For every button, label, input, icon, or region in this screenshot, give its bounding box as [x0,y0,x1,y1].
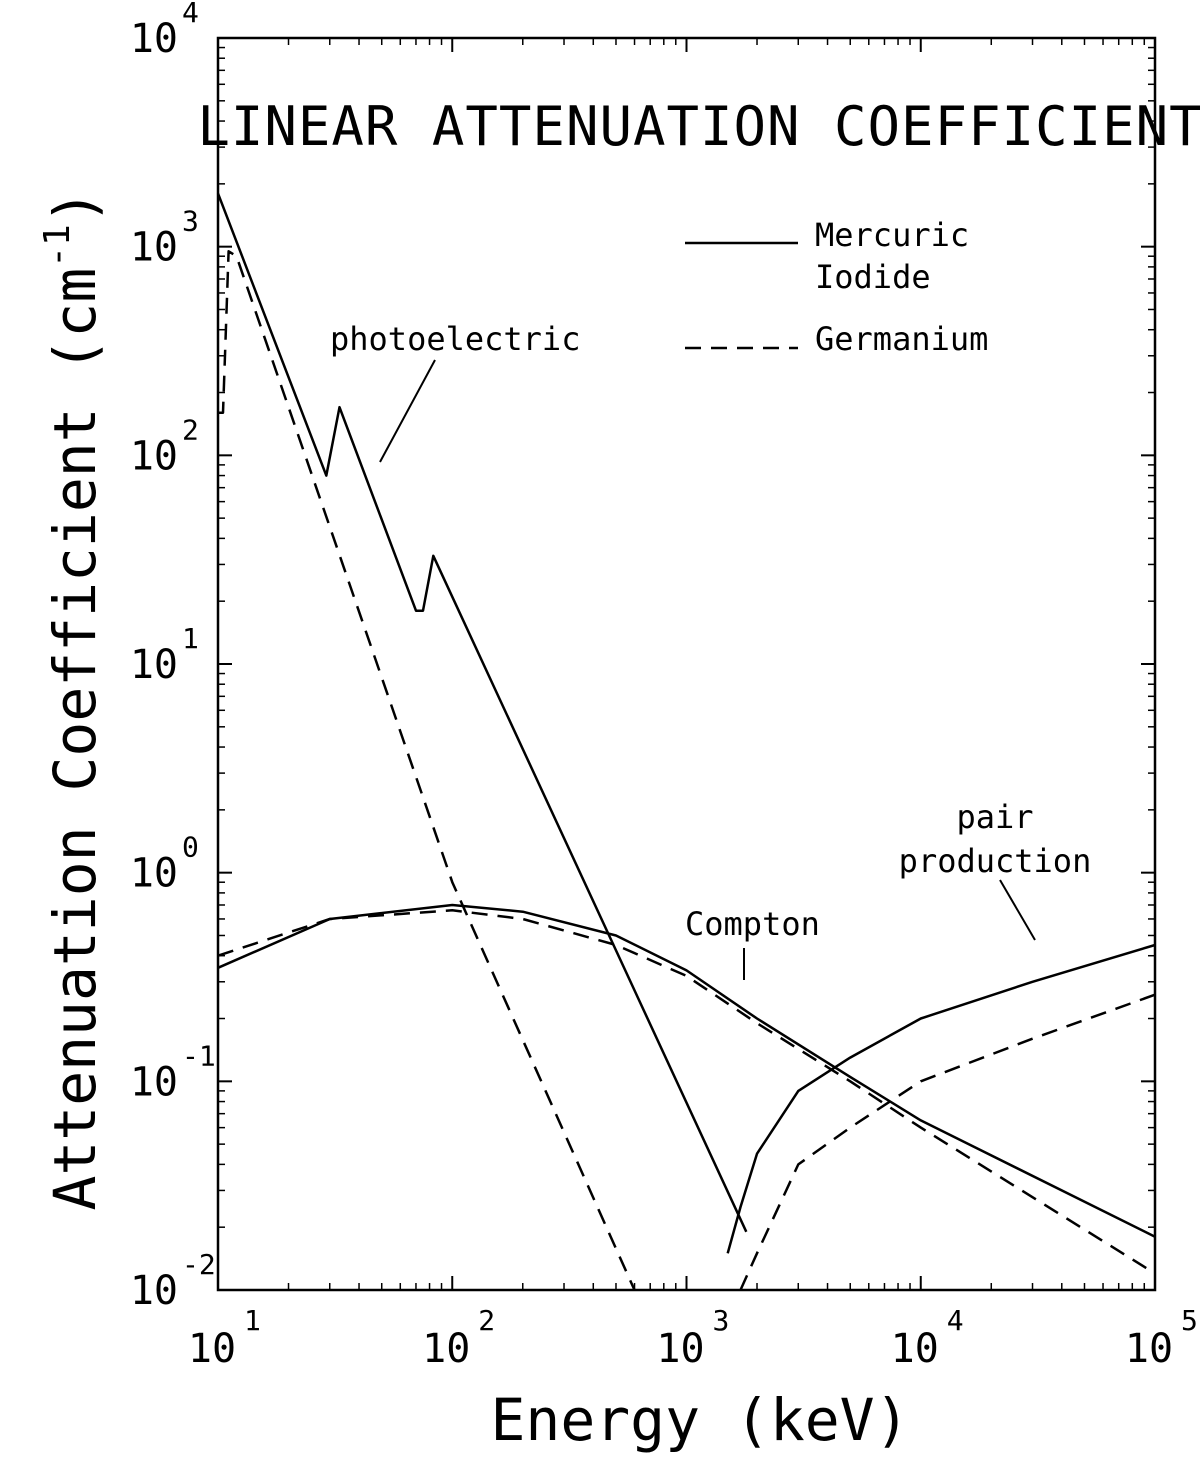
series-lines [216,192,1156,1291]
y-tick-label: 10 [130,851,178,897]
series-mercuric-iodide-pair-production [726,943,1156,1254]
legend-label-germanium: Germanium [815,320,988,358]
x-tick-exponent: 4 [947,1304,964,1337]
legend-label-iodide: Iodide [815,258,931,296]
x-tick-exponent: 2 [478,1304,495,1337]
y-tick-exponent: 2 [182,413,199,446]
x-tick-label: 10 [891,1326,939,1372]
annotation-photoelectric-pointer [379,359,436,463]
y-tick-label: 10 [130,16,178,62]
chart-title: LINEAR ATTENUATION COEFFICIENT [197,95,1200,158]
y-tick-label: 10 [130,642,178,688]
y-axis-label-sup: -1 [37,224,78,267]
legend-label-mercuric: Mercuric [815,216,969,254]
y-tick-label: 10 [130,1059,178,1105]
y-tick-exponent: -1 [182,1039,216,1072]
annotation-compton: Compton [685,905,820,943]
y-tick-exponent: 4 [182,0,199,29]
x-tick-label: 10 [422,1326,470,1372]
series-germanium-photoelectric [218,250,636,1291]
x-tick-label: 10 [188,1326,236,1372]
y-axis-label: Attenuation Coefficient (cm-1) [37,189,109,1210]
y-tick-exponent: -2 [182,1248,216,1281]
y-tick-label: 10 [130,433,178,479]
x-tick-label: 10 [656,1326,704,1372]
annotation-photoelectric: photoelectric [330,320,580,358]
y-tick-exponent: 3 [182,205,199,238]
series-germanium-compton [217,909,1156,1275]
y-tick-exponent: 0 [182,831,199,864]
annotation-pair-line1: pair [956,798,1033,836]
x-tick-exponent: 3 [713,1304,730,1337]
y-tick-label: 10 [130,225,178,271]
series-mercuric-iodide-compton [217,903,1156,1238]
x-axis-label: Energy (keV) [490,1386,909,1454]
y-tick-exponent: 1 [182,622,199,655]
annotation-pair-line2: production [899,842,1092,880]
legend: Mercuric Iodide Germanium [685,216,988,358]
annotation-pair-pointer [999,879,1036,941]
x-tick-exponent: 5 [1181,1304,1198,1337]
y-axis-label-close: ) [41,189,109,224]
series-mercuric-iodide-photoelectric [216,192,748,1233]
x-tick-exponent: 1 [244,1304,261,1337]
y-tick-label: 10 [130,1268,178,1314]
x-tick-label: 10 [1125,1326,1173,1372]
series-germanium-pair-production [739,993,1156,1291]
y-axis-label-main: Attenuation Coefficient (cm [41,268,109,1211]
